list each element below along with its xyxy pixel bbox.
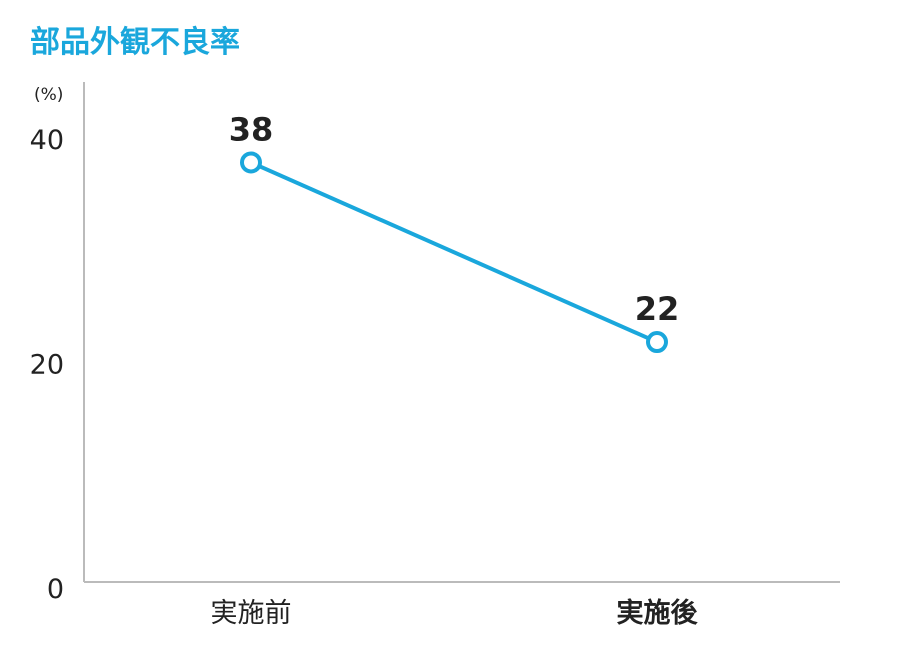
series-line <box>250 160 658 344</box>
chart-title: 部品外観不良率 <box>30 25 240 60</box>
x-tick-label: 実施後 <box>617 597 699 629</box>
y-tick-labels: 0 20 40 <box>30 125 64 605</box>
x-tick-label: 実施前 <box>211 598 292 629</box>
x-tick-labels: 実施前 実施後 <box>211 597 699 629</box>
y-unit-label: (%) <box>34 85 63 105</box>
data-point-marker <box>240 151 262 174</box>
y-tick-label: 0 <box>47 574 64 605</box>
data-label: 22 <box>635 290 680 328</box>
y-tick-label: 20 <box>30 350 64 381</box>
y-tick-label: 40 <box>30 125 64 156</box>
data-label: 38 <box>229 110 274 148</box>
data-labels: 38 22 <box>229 110 680 328</box>
series-line-group <box>240 151 668 354</box>
data-point-marker <box>646 331 668 354</box>
